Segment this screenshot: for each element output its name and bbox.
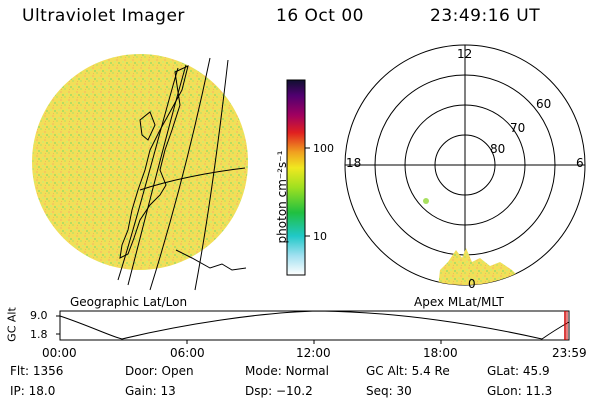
instrument-title: Ultraviolet Imager: [22, 6, 185, 26]
geographic-image: [32, 54, 248, 291]
timeline-xtick-label: 06:00: [170, 346, 205, 360]
longitude-line: [149, 57, 211, 291]
info-glon: GLon: 11.3: [487, 384, 553, 398]
polar-mlt-label: 6: [576, 156, 584, 170]
colorbar-gradient: [286, 79, 306, 276]
geographic-caption: Geographic Lat/Lon: [70, 295, 188, 309]
longitude-line: [127, 64, 187, 286]
auroral-emission: [438, 248, 520, 285]
polar-mlt-label: 18: [346, 156, 362, 170]
polar-mlt-label: 0: [468, 277, 476, 291]
colorbar: [286, 79, 310, 276]
info-dsp: Dsp: −10.2: [245, 384, 313, 398]
colorbar-tick-label: 10: [313, 230, 327, 243]
colorbar-tick-label: 100: [313, 142, 334, 155]
timeline-frame: [59, 310, 570, 341]
polar-lat-label: 60: [536, 97, 552, 111]
timeline-xtick-label: 23:59: [552, 346, 587, 360]
observation-time: 23:49:16 UT: [430, 6, 541, 26]
apex-caption: Apex MLat/MLT: [414, 295, 504, 309]
info-glat: GLat: 45.9: [487, 364, 550, 378]
latitude-line: [139, 167, 246, 191]
info-flt: Flt: 1356: [10, 364, 64, 378]
timeline-xtick-label: 00:00: [42, 346, 77, 360]
observation-date: 16 Oct 00: [276, 6, 364, 26]
timeline-ytick-label: 1.8: [30, 328, 48, 341]
polar-lat-label: 80: [490, 142, 506, 156]
longitude-line: [117, 67, 179, 281]
altitude-curve: [59, 310, 570, 340]
info-mode: Mode: Normal: [245, 364, 329, 378]
info-seq: Seq: 30: [366, 384, 412, 398]
timeline-ylabel: GC Alt: [5, 307, 19, 342]
altitude-timeline: [56, 310, 570, 344]
timeline-ytick-label: 9.0: [30, 309, 48, 322]
polar-lat-label: 70: [510, 121, 526, 135]
info-gain: Gain: 13: [125, 384, 176, 398]
polar-mlt-label: 12: [457, 47, 473, 61]
longitude-line: [194, 59, 229, 291]
emission-spot: [423, 198, 429, 204]
polar-plot: [344, 44, 586, 286]
timeline-xtick-label: 12:00: [296, 346, 331, 360]
coastline: [119, 65, 189, 259]
info-door: Door: Open: [125, 364, 194, 378]
image-disk: [32, 54, 248, 270]
timeline-xtick-label: 18:00: [423, 346, 458, 360]
info-gc-alt: GC Alt: 5.4 Re: [366, 364, 450, 378]
coastline: [139, 111, 156, 141]
info-ip: IP: 18.0: [10, 384, 56, 398]
colorbar-unit-label: photon cm⁻²s⁻¹: [275, 150, 289, 244]
coastline: [175, 249, 247, 271]
